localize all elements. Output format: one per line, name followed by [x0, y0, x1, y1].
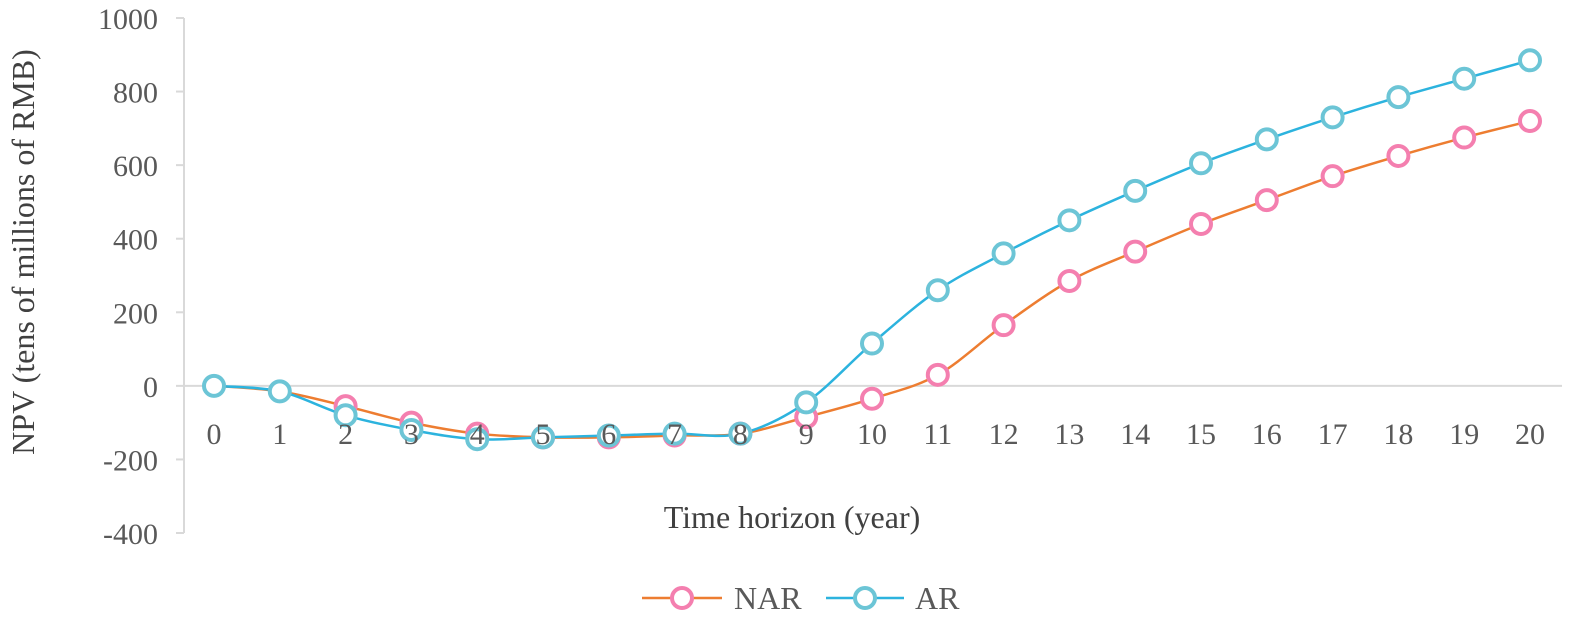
- data-point-nar: [1189, 212, 1213, 236]
- x-tick-label: 1: [272, 418, 287, 451]
- x-tick-label: 12: [989, 418, 1019, 451]
- x-tick-label: 19: [1449, 418, 1479, 451]
- legend-label-ar: AR: [915, 580, 960, 616]
- data-point-ar: [1386, 85, 1411, 110]
- data-point-ar: [860, 331, 884, 356]
- data-point-ar: [662, 421, 687, 446]
- data-point-nar: [925, 362, 950, 387]
- x-tick-label: 15: [1186, 418, 1216, 451]
- x-tick-label: 10: [857, 418, 887, 451]
- data-point-nar: [1518, 109, 1542, 133]
- x-axis-title: Time horizon (year): [664, 499, 921, 535]
- x-tick-label: 9: [799, 418, 814, 451]
- data-point-nar: [1254, 188, 1279, 213]
- legend-item-ar: AR: [826, 580, 960, 616]
- data-point-nar: [991, 313, 1016, 338]
- y-tick-label: 800: [113, 77, 158, 110]
- x-tick-label: 0: [207, 418, 222, 451]
- data-point-nar: [860, 386, 884, 411]
- y-tick-label: 600: [113, 150, 158, 183]
- data-point-nar: [1386, 143, 1411, 168]
- y-tick-label: 0: [143, 371, 158, 404]
- x-tick-label: 2: [338, 418, 353, 451]
- data-point-ar: [399, 418, 424, 442]
- data-point-ar: [1320, 105, 1345, 130]
- x-tick-label: 8: [733, 418, 748, 451]
- x-tick-label: 14: [1120, 418, 1150, 451]
- data-point-ar: [1254, 127, 1279, 152]
- data-point-ar: [1057, 208, 1082, 233]
- data-point-nar: [1320, 164, 1345, 189]
- data-point-ar: [1452, 66, 1477, 91]
- series-markers-layer: [202, 48, 1542, 452]
- data-point-ar: [465, 427, 490, 452]
- data-point-ar: [1189, 151, 1213, 176]
- data-point-ar: [728, 421, 753, 446]
- data-point-ar: [925, 278, 950, 303]
- x-tick-label: 11: [923, 418, 952, 451]
- data-point-ar: [1123, 178, 1148, 203]
- y-tick-label: -400: [103, 518, 158, 551]
- data-point-ar: [596, 423, 621, 448]
- x-tick-label: 16: [1252, 418, 1282, 451]
- data-point-nar: [1123, 239, 1148, 264]
- y-tick-label: -200: [103, 444, 158, 477]
- data-point-ar: [267, 379, 292, 404]
- x-tick-label: 6: [601, 418, 616, 451]
- y-tick-label: 1000: [98, 3, 158, 36]
- y-axis-title: NPV (tens of millions of RMB): [5, 49, 41, 455]
- x-tick-label: 7: [667, 418, 682, 451]
- y-tick-label: 400: [113, 224, 158, 257]
- legend-marker-ar: [853, 586, 877, 610]
- y-tick-label: 200: [113, 297, 158, 330]
- data-point-ar: [1518, 48, 1542, 73]
- legend: NAR AR: [642, 580, 960, 616]
- data-point-ar: [991, 241, 1016, 266]
- x-tick-label: 3: [404, 418, 419, 451]
- data-point-ar: [333, 403, 358, 428]
- data-point-ar: [531, 425, 555, 450]
- x-tick-label: 18: [1383, 418, 1413, 451]
- legend-marker-nar: [670, 586, 694, 610]
- x-tick-label: 4: [470, 418, 485, 451]
- x-tick-label: 20: [1515, 418, 1545, 451]
- data-point-nar: [1057, 269, 1082, 294]
- data-point-ar: [794, 390, 819, 415]
- data-point-nar: [1452, 125, 1477, 150]
- x-tick-label: 17: [1318, 418, 1348, 451]
- axes-layer: [176, 17, 1562, 534]
- legend-item-nar: NAR: [642, 580, 802, 616]
- x-tick-label: 5: [536, 418, 551, 451]
- data-point-ar: [202, 373, 226, 398]
- x-tick-label: 13: [1054, 418, 1084, 451]
- legend-label-nar: NAR: [734, 580, 802, 616]
